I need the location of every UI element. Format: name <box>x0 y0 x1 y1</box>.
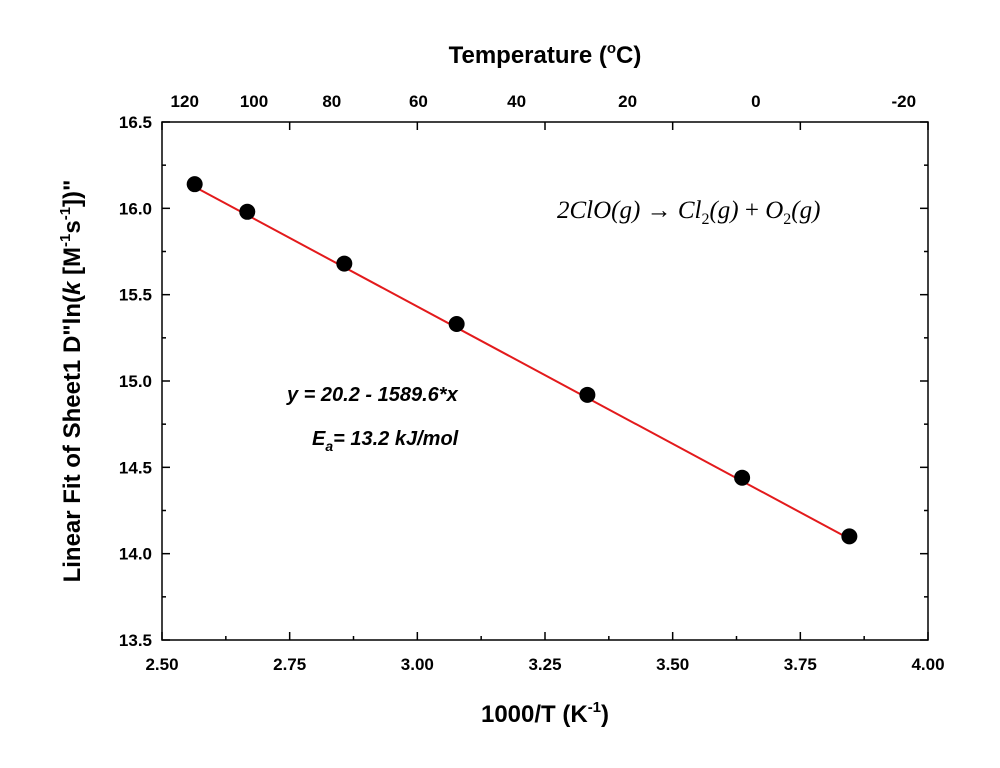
axis-ticks <box>161 121 929 641</box>
y-tick-label: 15.0 <box>119 372 152 391</box>
top-axis-title: Temperature (oC) <box>449 40 642 69</box>
x-tick-label: 3.00 <box>401 655 434 674</box>
x-tick-label: 3.50 <box>656 655 689 674</box>
axis-tick-labels: 2.50 2.75 3.00 3.25 3.50 3.75 4.00 13.5 14.0 14.5… <box>119 92 945 674</box>
top-tick-label: 0 <box>751 92 760 111</box>
fit-line <box>194 185 850 540</box>
data-point <box>239 203 256 220</box>
top-tick-label: 120 <box>171 92 199 111</box>
y-tick-label: 14.0 <box>119 545 152 564</box>
fit-equation: y = 20.2 - 1589.6*x <box>286 384 459 406</box>
y-tick-label: 14.5 <box>119 458 152 477</box>
data-point <box>841 528 858 545</box>
data-point <box>579 386 596 403</box>
data-points <box>186 176 858 545</box>
x-tick-label: 2.75 <box>273 655 306 674</box>
top-tick-label: 60 <box>409 92 428 111</box>
activation-energy: Ea= 13.2 kJ/mol <box>312 428 459 454</box>
data-point <box>734 469 751 486</box>
data-point <box>448 316 465 333</box>
y-tick-label: 15.5 <box>119 286 152 305</box>
top-tick-label: -20 <box>892 92 917 111</box>
y-tick-label: 16.0 <box>119 199 152 218</box>
x-tick-label: 3.75 <box>784 655 817 674</box>
top-tick-label: 40 <box>507 92 526 111</box>
top-tick-label: 20 <box>618 92 637 111</box>
data-point <box>186 176 203 193</box>
x-tick-label: 2.50 <box>145 655 178 674</box>
x-tick-label: 4.00 <box>911 655 944 674</box>
y-tick-label: 13.5 <box>119 631 152 650</box>
reaction-equation: 2ClO(g) → Cl2(g) + O2(g) <box>557 197 820 228</box>
x-axis-title: 1000/T (K-1) <box>481 699 609 728</box>
top-tick-label: 100 <box>240 92 268 111</box>
fit-line-group <box>194 185 850 540</box>
data-point <box>336 255 353 272</box>
y-tick-label: 16.5 <box>119 113 152 132</box>
x-tick-label: 3.25 <box>528 655 561 674</box>
y-axis-title: Linear Fit of Sheet1 D"ln(k [M-1s-1])" <box>57 180 86 583</box>
top-tick-label: 80 <box>322 92 341 111</box>
